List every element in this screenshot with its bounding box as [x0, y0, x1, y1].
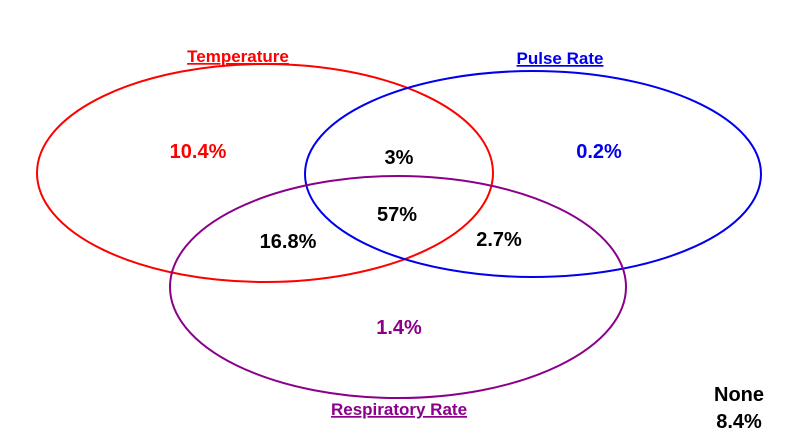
pulse-rate-label: Pulse Rate: [517, 49, 604, 68]
pulse-rate-ellipse: [304, 70, 762, 278]
respiratory-rate-label: Respiratory Rate: [331, 400, 467, 419]
pulse-respiratory-value: 2.7%: [476, 229, 522, 251]
respiratory-rate-only-value: 1.4%: [376, 317, 422, 339]
temperature-respiratory-value: 16.8%: [260, 231, 317, 253]
none-label: None: [714, 384, 764, 406]
respiratory-rate-ellipse: [169, 175, 627, 399]
temperature-only-value: 10.4%: [170, 141, 227, 163]
all-three-value: 57%: [377, 204, 417, 226]
pulse-rate-only-value: 0.2%: [576, 141, 622, 163]
temperature-ellipse: [36, 63, 494, 283]
temperature-pulse-value: 3%: [385, 147, 414, 169]
temperature-label: Temperature: [187, 47, 289, 66]
none-value: 8.4%: [716, 411, 762, 433]
